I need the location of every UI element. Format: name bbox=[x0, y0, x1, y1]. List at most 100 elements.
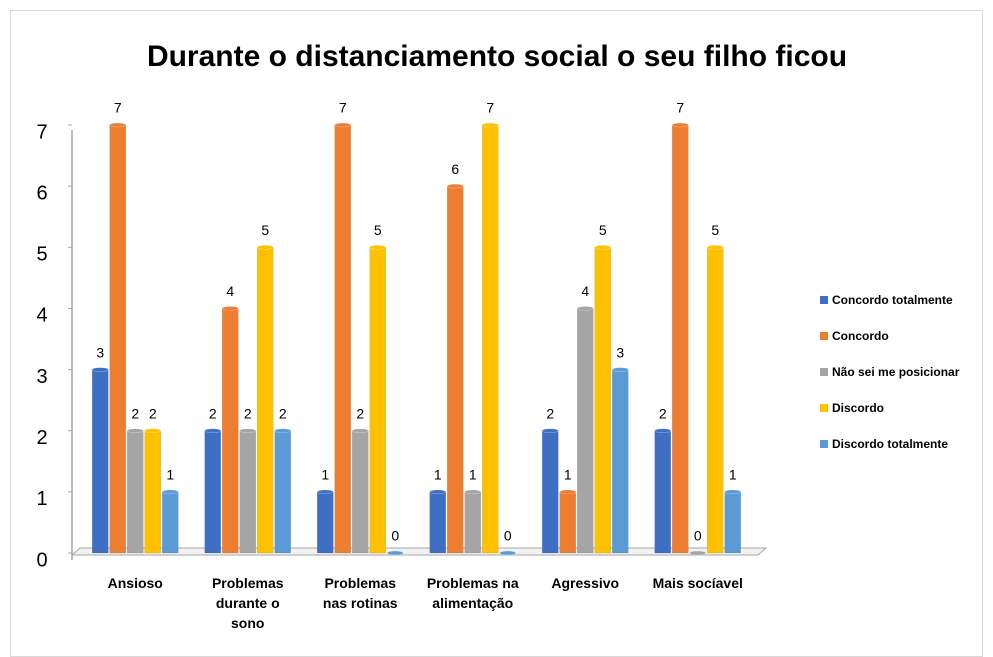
bar bbox=[162, 491, 179, 554]
bar bbox=[92, 369, 109, 554]
bar-cap bbox=[654, 428, 671, 433]
bar-cap bbox=[204, 428, 221, 433]
data-label: 6 bbox=[451, 161, 459, 177]
data-label: 2 bbox=[209, 405, 217, 421]
bar-cap bbox=[447, 183, 464, 189]
bar bbox=[464, 491, 481, 554]
y-tick-label: 0 bbox=[36, 549, 47, 571]
data-label: 5 bbox=[374, 222, 382, 238]
data-label: 5 bbox=[711, 222, 719, 238]
x-tick-label: Agressivo bbox=[551, 575, 620, 591]
bar-cap bbox=[464, 489, 481, 495]
bar-cap bbox=[317, 489, 334, 495]
data-label: 2 bbox=[131, 405, 139, 421]
bar-cap bbox=[144, 428, 161, 433]
bar bbox=[109, 124, 126, 554]
data-label: 7 bbox=[676, 100, 684, 116]
legend-label: Discordo bbox=[832, 401, 884, 415]
bar-cap bbox=[334, 122, 351, 128]
y-tick-label: 7 bbox=[36, 121, 47, 143]
data-label: 1 bbox=[469, 467, 477, 483]
bar-cap bbox=[239, 428, 256, 433]
data-label: 7 bbox=[339, 100, 347, 116]
data-label: 4 bbox=[226, 283, 234, 299]
bar bbox=[654, 430, 671, 554]
data-label: 0 bbox=[694, 528, 702, 544]
x-tick-label: Ansioso bbox=[107, 575, 163, 591]
bar-cap bbox=[482, 122, 499, 128]
bar bbox=[127, 430, 144, 554]
y-tick-label: 3 bbox=[36, 366, 47, 388]
bar bbox=[612, 369, 629, 554]
data-label: 1 bbox=[564, 467, 572, 483]
data-label: 3 bbox=[616, 344, 624, 360]
data-label: 1 bbox=[321, 467, 329, 483]
bar bbox=[317, 491, 334, 554]
bar-cap bbox=[369, 245, 386, 250]
data-label: 1 bbox=[166, 467, 174, 483]
data-label: 2 bbox=[244, 405, 252, 421]
bar bbox=[369, 247, 386, 554]
y-tick-label: 6 bbox=[36, 182, 47, 204]
bar bbox=[274, 430, 291, 554]
x-tick-label: Mais socíavel bbox=[652, 575, 743, 591]
data-label: 4 bbox=[581, 283, 589, 299]
bar-cap bbox=[162, 489, 179, 495]
data-label: 2 bbox=[356, 405, 364, 421]
bar bbox=[672, 124, 689, 554]
bar-cap bbox=[594, 245, 611, 250]
bar-cap bbox=[352, 428, 369, 433]
bar bbox=[204, 430, 221, 554]
chart-title: Durante o distanciamento social o seu fi… bbox=[147, 40, 847, 73]
bar bbox=[334, 124, 351, 554]
bar bbox=[707, 247, 724, 554]
legend-label: Concordo totalmente bbox=[832, 293, 953, 307]
bar-cap bbox=[127, 428, 144, 433]
bar-cap bbox=[257, 245, 274, 250]
bar-cap bbox=[672, 122, 689, 128]
bar-cap bbox=[542, 428, 559, 433]
bar-cap bbox=[429, 489, 446, 495]
legend-swatch bbox=[820, 332, 828, 340]
bar-cap bbox=[274, 428, 291, 433]
data-label: 2 bbox=[149, 405, 157, 421]
legend-swatch bbox=[820, 440, 828, 448]
y-tick-label: 5 bbox=[36, 244, 47, 266]
legend-label: Não sei me posicionar bbox=[832, 365, 960, 379]
y-tick-label: 4 bbox=[36, 305, 47, 327]
legend-swatch bbox=[820, 368, 828, 376]
data-label: 7 bbox=[114, 100, 122, 116]
y-tick-label: 1 bbox=[36, 488, 47, 510]
bar bbox=[222, 308, 239, 554]
bar bbox=[559, 491, 576, 554]
data-label: 0 bbox=[391, 528, 399, 544]
bar-cap bbox=[707, 245, 724, 250]
legend-swatch bbox=[820, 296, 828, 304]
y-tick-label: 2 bbox=[36, 427, 47, 449]
data-label: 1 bbox=[729, 467, 737, 483]
bar-cap bbox=[387, 550, 404, 556]
data-label: 2 bbox=[546, 405, 554, 421]
x-tick-label: Problemas nas rotinas bbox=[322, 575, 398, 611]
bar bbox=[542, 430, 559, 554]
bar-cap bbox=[92, 367, 109, 372]
bar bbox=[577, 308, 594, 554]
data-label: 7 bbox=[486, 100, 494, 116]
data-label: 5 bbox=[261, 222, 269, 238]
bar bbox=[257, 247, 274, 554]
data-label: 0 bbox=[504, 528, 512, 544]
bar bbox=[482, 124, 499, 554]
data-label: 2 bbox=[279, 405, 287, 421]
bar bbox=[429, 491, 446, 554]
bar-cap bbox=[559, 489, 576, 495]
bar bbox=[447, 185, 464, 554]
bar bbox=[594, 247, 611, 554]
bar bbox=[724, 491, 741, 554]
bar bbox=[144, 430, 161, 554]
bar-cap bbox=[724, 489, 741, 495]
bar-cap bbox=[612, 367, 629, 372]
bar-cap bbox=[222, 306, 239, 311]
bar-cap bbox=[109, 122, 126, 128]
